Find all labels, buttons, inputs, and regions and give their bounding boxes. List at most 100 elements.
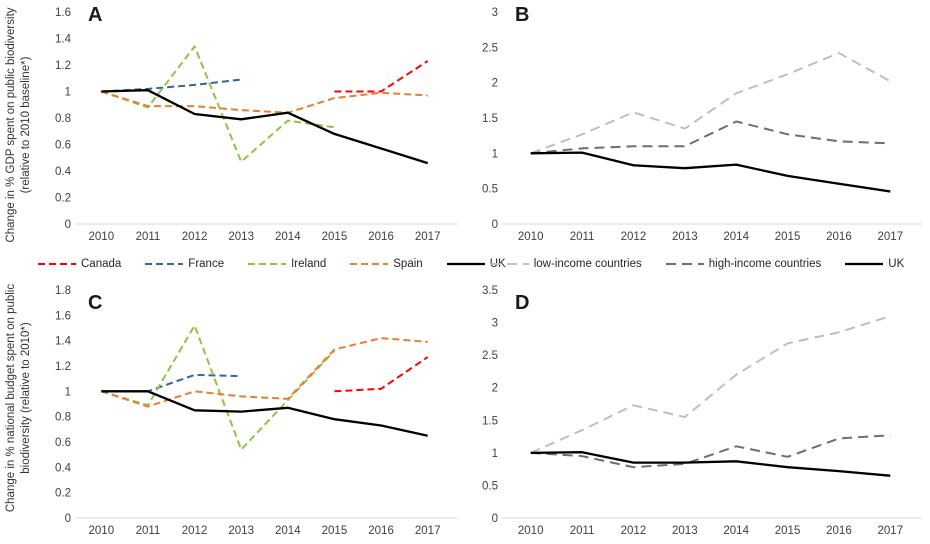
- legend-label-canada: Canada: [81, 258, 122, 270]
- legend-label-ireland: Ireland: [291, 258, 327, 270]
- panel-c-letter: C: [88, 292, 103, 314]
- panel-a-legend: Canada France Ireland Spain UK: [38, 250, 506, 278]
- legend-item-spain: Spain: [350, 258, 423, 270]
- panel-c-y-axis-title-text: Change in % national budget spent on pub…: [5, 283, 32, 512]
- series-line-spain: [101, 90, 428, 114]
- x-tick-label: 2012: [621, 231, 647, 243]
- x-tick-label: 2014: [723, 525, 749, 537]
- panel-c-chart-zone: C 0 0.2 0.4 0.6 0.8 1 1.2 1.4 1.6 1.8 2010 2011 2012…: [38, 278, 465, 544]
- series-line-france: [101, 373, 242, 393]
- y-tick-label: 2: [492, 383, 498, 395]
- y-tick-label: 3.5: [482, 285, 498, 297]
- panel-b-letter: B: [515, 4, 530, 26]
- panel-b: B 0 0.5 1 1.5 2 2.5 3 2010 2011 2012 2013 2014 2015 2…: [465, 0, 930, 278]
- series-line-high-income-countries: [530, 120, 891, 155]
- y-tick-label: 2.5: [482, 42, 498, 54]
- panel-d-chart: 0 0.5 1 1.5 2 2.5 3 3.5 2010 2011 2012 2013 2014 2015…: [482, 285, 922, 537]
- panel-a-letter: A: [88, 4, 103, 26]
- x-tick-label: 2010: [518, 231, 544, 243]
- x-tick-label: 2012: [182, 525, 208, 537]
- x-tick-label: 2011: [136, 525, 161, 537]
- legend-item-low-income-countries: low-income countries: [490, 258, 642, 270]
- legend-label-france: France: [188, 258, 225, 270]
- panel-a-y-axis-title: Change in % GDP spent on public biodiver…: [0, 0, 38, 278]
- x-tick-label: 2011: [570, 525, 595, 537]
- x-tick-label: 2014: [275, 231, 301, 243]
- series-line-high-income-countries: [530, 434, 891, 469]
- legend-line-sample-high-income-countries: [665, 263, 704, 265]
- panel-a-chart-zone: A 0 0.2 0.4 0.6 0.8 1 1.2 1.4 1.6 2010 2011 2012 201…: [38, 0, 506, 278]
- x-tick-label: 2014: [275, 525, 301, 537]
- x-tick-label: 2016: [368, 525, 394, 537]
- panel-d: D 0 0.5 1 1.5 2 2.5 3 3.5 2010 2011 2012 2013 2014 20…: [465, 278, 930, 544]
- legend-line-sample-spain: [350, 263, 389, 265]
- x-tick-label: 2017: [415, 231, 441, 243]
- panel-a-y-axis-title-text: Change in % GDP spent on public biodiver…: [5, 7, 32, 243]
- y-tick-label: 1: [492, 148, 498, 160]
- y-tick-label: 0.2: [55, 488, 71, 500]
- y-tick-label: 1.8: [55, 285, 71, 297]
- y-tick-label: 0.5: [482, 184, 498, 196]
- x-tick-label: 2015: [775, 231, 801, 243]
- y-tick-label: 0.4: [55, 166, 72, 178]
- series-line-uk: [101, 89, 429, 165]
- series-line-ireland: [100, 45, 335, 163]
- y-tick-label: 1.4: [55, 336, 72, 348]
- y-tick-label: 0.6: [55, 437, 71, 449]
- series-line-canada: [334, 356, 429, 393]
- y-tick-label: 2: [492, 78, 498, 90]
- legend-item-uk: UK: [845, 258, 904, 270]
- y-tick-label: 0: [492, 219, 498, 231]
- legend-label-spain: Spain: [393, 258, 423, 270]
- y-tick-label: 1.2: [55, 60, 71, 72]
- legend-line-sample-uk: [446, 262, 485, 266]
- y-tick-label: 1.6: [55, 310, 71, 322]
- x-tick-label: 2013: [228, 231, 254, 243]
- x-tick-label: 2015: [775, 525, 801, 537]
- y-tick-label: 0: [65, 219, 71, 231]
- panel-c-y-axis-title: Change in % national budget spent on pub…: [0, 278, 38, 544]
- y-tick-label: 1: [65, 386, 71, 398]
- y-tick-label: 0.6: [55, 140, 71, 152]
- panel-d-letter: D: [515, 292, 530, 314]
- x-tick-label: 2015: [322, 525, 348, 537]
- panel-d-chart-zone: D 0 0.5 1 1.5 2 2.5 3 3.5 2010 2011 2012 2013 2014 20…: [465, 278, 930, 544]
- x-tick-label: 2013: [672, 231, 698, 243]
- legend-line-sample-uk: [845, 262, 884, 266]
- x-tick-label: 2010: [518, 525, 544, 537]
- x-tick-label: 2014: [723, 231, 749, 243]
- x-tick-label: 2013: [228, 525, 254, 537]
- y-tick-label: 0: [492, 513, 498, 525]
- y-tick-label: 1: [492, 448, 498, 460]
- y-tick-label: 0.8: [55, 412, 71, 424]
- panel-c-chart: 0 0.2 0.4 0.6 0.8 1 1.2 1.4 1.6 1.8 2010 2011 2012 20…: [55, 285, 457, 537]
- x-tick-label: 2016: [368, 231, 394, 243]
- y-tick-label: 2.5: [482, 350, 498, 362]
- legend-line-sample-france: [145, 263, 184, 265]
- panel-c: Change in % national budget spent on pub…: [0, 278, 465, 544]
- y-tick-label: 3: [492, 7, 498, 19]
- series-line-uk: [530, 151, 891, 193]
- panel-a-chart: 0 0.2 0.4 0.6 0.8 1 1.2 1.4 1.6 2010 2011 2012 2013 2…: [55, 7, 457, 243]
- legend-item-france: France: [145, 258, 224, 270]
- legend-item-high-income-countries: high-income countries: [665, 258, 821, 270]
- panel-b-legend: low-income countries high-income countrie…: [465, 250, 930, 278]
- y-tick-label: 1.5: [482, 113, 498, 125]
- y-tick-label: 1.5: [482, 415, 498, 427]
- x-tick-label: 2017: [415, 525, 441, 537]
- legend-label-low-income-countries: low-income countries: [533, 258, 642, 270]
- x-tick-label: 2016: [826, 525, 852, 537]
- legend-line-sample-ireland: [248, 263, 287, 265]
- legend-line-sample-low-income-countries: [490, 263, 529, 265]
- legend-label-uk: UK: [888, 258, 905, 270]
- x-tick-label: 2011: [570, 231, 595, 243]
- series-line-low-income-countries: [530, 315, 891, 454]
- x-tick-label: 2012: [182, 231, 208, 243]
- x-tick-label: 2010: [89, 525, 115, 537]
- y-tick-label: 1.6: [55, 7, 71, 19]
- x-tick-label: 2011: [136, 231, 161, 243]
- series-line-france: [101, 78, 242, 93]
- y-tick-label: 3: [492, 318, 498, 330]
- panel-b-chart: 0 0.5 1 1.5 2 2.5 3 2010 2011 2012 2013 2014 2015 201…: [482, 7, 922, 243]
